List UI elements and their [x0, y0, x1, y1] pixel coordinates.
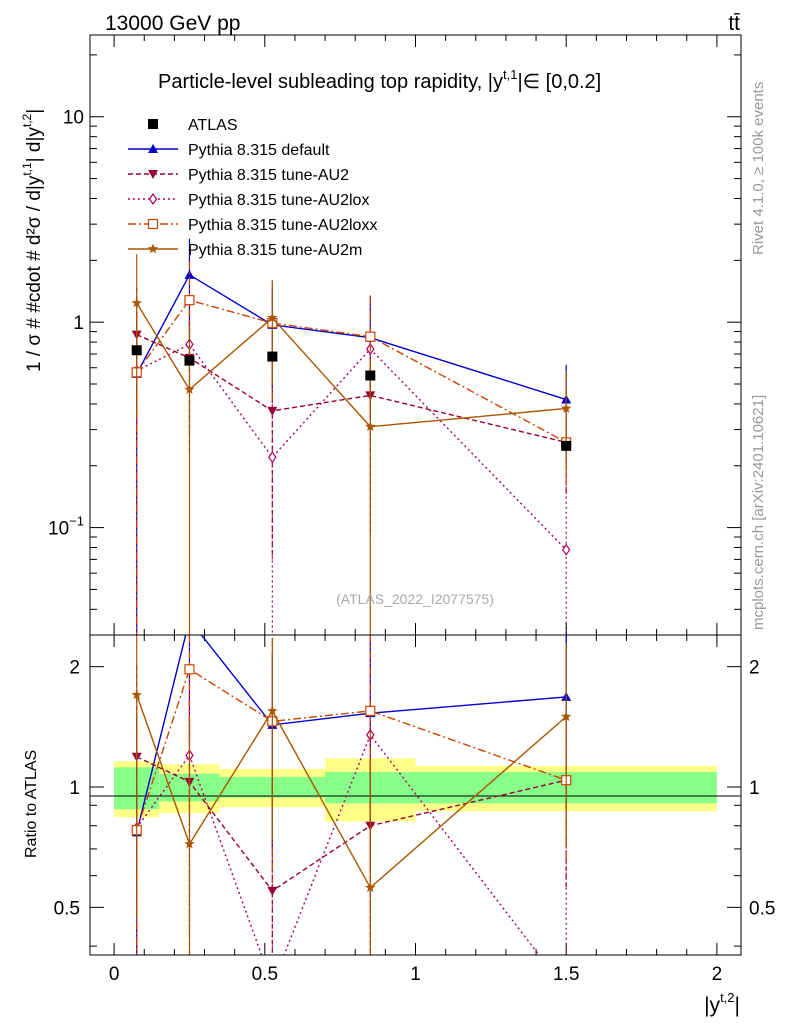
main-y-tick-label: 1 [73, 313, 84, 334]
x-tick-label: 0 [109, 964, 120, 985]
ratio-series-marker [184, 838, 195, 849]
chart-title-sup: t,1 [503, 67, 517, 82]
legend-label: Pythia 8.315 tune-AU2lox [188, 192, 369, 209]
main-y-label-part2: | d|y [24, 127, 45, 163]
x-tick-label: 1.5 [553, 964, 579, 985]
legend-marker [147, 243, 159, 254]
main-y-tick-label: 10 [63, 108, 84, 129]
x-label-sup: t,2 [720, 990, 734, 1005]
atlas-data-point [561, 440, 572, 451]
ratio-y-tick-label-right: 1 [749, 778, 760, 799]
main-series-group [131, 238, 572, 635]
main-y-tick-exp: −1 [69, 514, 84, 529]
main-series-marker [184, 295, 195, 306]
main-y-tick-base: 10 [48, 519, 69, 540]
ratio-series-marker [131, 689, 142, 700]
ratio-panel-frame [89, 634, 742, 956]
main-series-marker [365, 421, 376, 432]
ratio-y-tick-label-right: 2 [749, 658, 760, 679]
main-series-line [136, 299, 567, 443]
legend-marker [148, 192, 158, 206]
atlas-data-point [131, 345, 142, 356]
main-series-marker [561, 403, 572, 413]
ratio-series-marker [561, 711, 572, 722]
main-series-marker [268, 451, 277, 464]
chart-title: Particle-level subleading top rapidity, … [158, 67, 601, 93]
chart-title-main: Particle-level subleading top rapidity, … [158, 71, 503, 93]
main-y-label-part1: 1 / σ # #cdot # d²σ / d|y [24, 175, 45, 372]
main-atlas-data [131, 345, 572, 451]
main-y-tick-label: 10−1 [48, 514, 84, 540]
main-series-line [136, 333, 567, 444]
atlas-data-point [184, 355, 195, 366]
ratio-y-tick-label-left: 0.5 [54, 898, 80, 919]
ratio-series-marker [365, 882, 376, 893]
x-tick-label: 2 [712, 964, 723, 985]
legend-label: Pythia 8.315 tune-AU2 [188, 167, 349, 184]
ratio-series-marker [184, 664, 195, 675]
x-tick-label: 1 [410, 964, 421, 985]
header-energy-label: 13000 GeV pp [105, 12, 240, 35]
x-label-tail: | [735, 994, 740, 1017]
ratio-y-axis-label: Ratio to ATLAS [23, 750, 40, 858]
header-process-label: tt̄ [728, 12, 740, 35]
atlas-data-point [365, 370, 376, 381]
legend: ATLAS Pythia 8.315 default Pythia 8.315 tu… [128, 117, 377, 259]
legend-marker [148, 144, 158, 153]
analysis-watermark: (ATLAS_2022_I2077575) [336, 591, 494, 607]
main-series-marker [184, 384, 195, 394]
main-y-label-sup1: t,1 [20, 162, 34, 176]
legend-label: ATLAS [188, 117, 238, 134]
main-series-marker [365, 331, 376, 342]
ratio-data-bands [114, 758, 717, 822]
ratio-y-tick-label-right: 0.5 [749, 898, 775, 919]
main-y-label-tail: | [24, 109, 45, 114]
chart-title-tail: |∈ [0,0.2] [517, 71, 601, 93]
main-series-marker [561, 543, 571, 556]
mcplots-credit-label: mcplots.cern.ch [arXiv:2401.10621] [750, 395, 767, 630]
x-axis-label: |yt,2| [704, 990, 740, 1017]
legend-label: Pythia 8.315 default [188, 142, 330, 159]
main-series-line [136, 273, 567, 401]
x-label-main: |y [704, 994, 720, 1017]
main-series-marker [184, 269, 195, 279]
legend-marker [148, 119, 158, 129]
x-tick-label: 0.5 [252, 964, 278, 985]
ratio-series-marker [267, 705, 278, 716]
legend-label: Pythia 8.315 tune-AU2loxx [188, 217, 377, 234]
main-series-line [136, 343, 567, 551]
legend-marker [147, 218, 159, 230]
atlas-data-point [267, 351, 278, 362]
main-series-marker [267, 312, 278, 323]
ratio-series-group [131, 635, 572, 955]
main-y-axis-label: 1 / σ # #cdot # d²σ / d|yt,1| d|yt,2| [20, 109, 45, 372]
main-y-label-sup2: t,2 [20, 113, 34, 127]
ratio-y-tick-label-left: 1 [69, 778, 80, 799]
rivet-version-label: Rivet 4.1.0, ≥ 100k events [750, 82, 767, 255]
legend-label: Pythia 8.315 tune-AU2m [188, 242, 362, 259]
ratio-y-tick-label-left: 2 [69, 658, 80, 679]
main-series-marker [131, 297, 142, 308]
legend-marker [148, 170, 158, 179]
ratio-series-marker [365, 705, 376, 717]
